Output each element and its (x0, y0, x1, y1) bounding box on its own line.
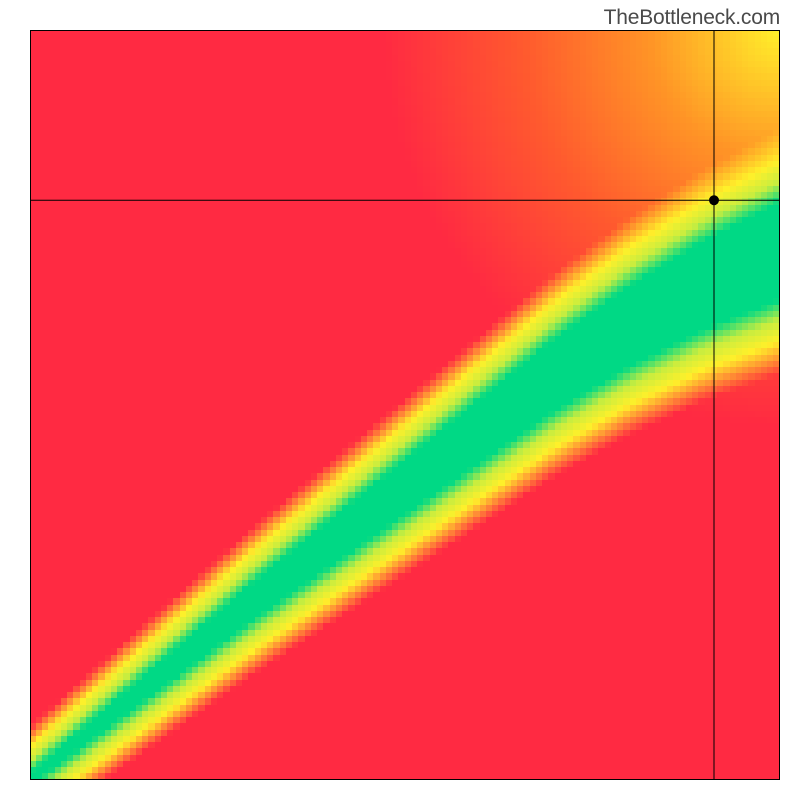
watermark-text: TheBottleneck.com (604, 6, 780, 30)
bottleneck-heatmap (30, 30, 780, 780)
heatmap-canvas (30, 30, 780, 780)
